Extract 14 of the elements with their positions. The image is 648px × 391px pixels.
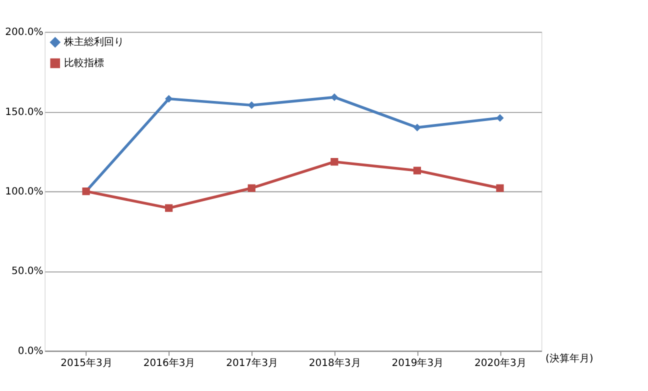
y-tick-label: 0.0% [18, 346, 44, 357]
y-tick-label: 50.0% [11, 266, 44, 278]
x-tick-label: 2015年3月 [60, 356, 112, 369]
x-tick-label: 2017年3月 [226, 356, 278, 369]
y-tick-label: 150.0% [5, 106, 44, 118]
legend-label: 比較指標 [64, 56, 104, 69]
x-tick-label: 2019年3月 [392, 356, 444, 369]
y-tick-label: 200.0% [5, 27, 44, 38]
x-tick-label: 2016年3月 [143, 356, 196, 369]
y-tick-label: 100.0% [5, 186, 44, 198]
x-axis-title: (決算年月) [545, 352, 594, 364]
legend-label: 株主総利回り [62, 36, 124, 48]
x-tick-label: 2018年3月 [308, 356, 361, 369]
x-tick-label: 2020年3月 [474, 356, 526, 369]
